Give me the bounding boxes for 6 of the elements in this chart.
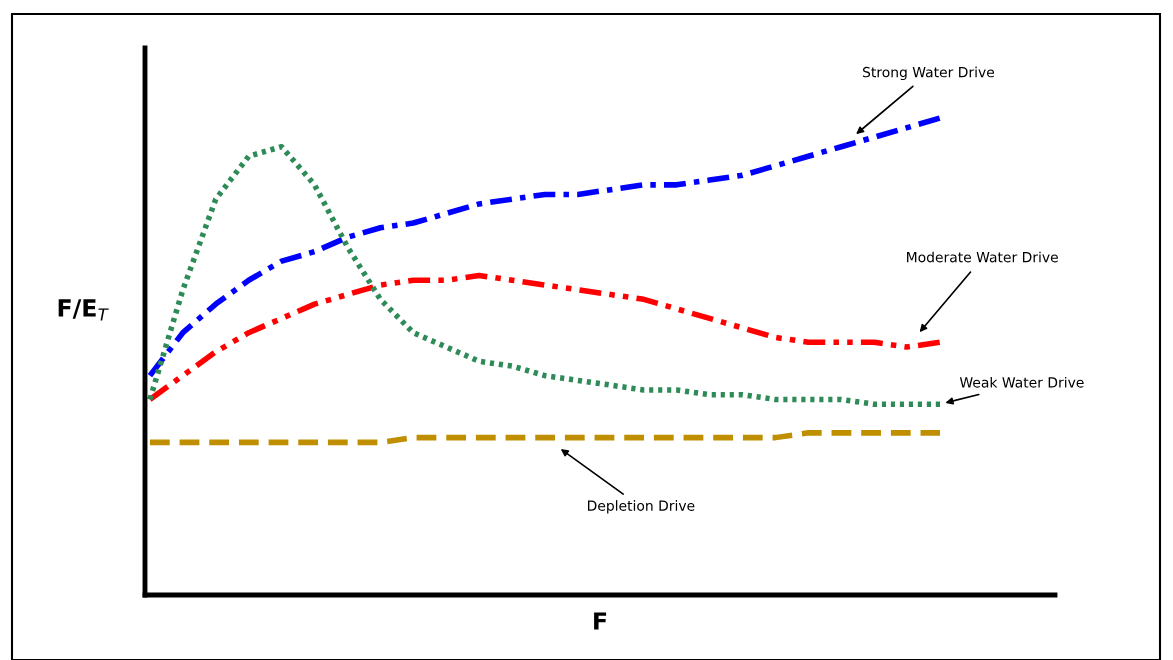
text: Depletion Drive xyxy=(587,500,695,514)
series-label: Weak Water Drive xyxy=(959,376,1084,388)
x-axis-title: F xyxy=(594,612,607,630)
text: Moderate Water Drive xyxy=(907,251,1058,263)
y-axis-title: F/E$_{T}$ xyxy=(58,299,109,321)
text: Strong Water Drive xyxy=(862,66,995,81)
